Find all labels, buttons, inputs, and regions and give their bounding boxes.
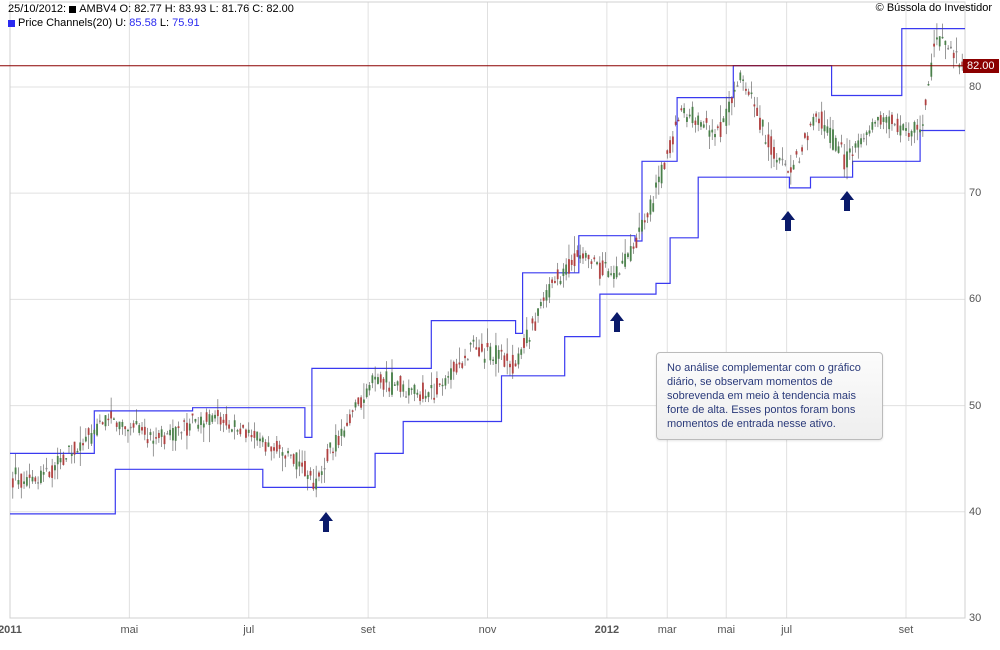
header-date: 25/10/2012: — [8, 3, 66, 15]
indicator-swatch — [8, 20, 15, 27]
indicator-lower: 75.91 — [172, 17, 200, 29]
chart-container: 25/10/2012: AMBV4 O: 82.77 H: 83.93 L: 8… — [0, 0, 1000, 650]
last-price-label: 82.00 — [963, 59, 999, 73]
ohlc-line: 25/10/2012: AMBV4 O: 82.77 H: 83.93 L: 8… — [8, 2, 992, 16]
annotation-box: No análise complementar com o gráfico di… — [656, 352, 883, 440]
last-price-line-layer — [0, 0, 1000, 650]
ohlc-open: 82.77 — [134, 3, 162, 15]
entry-arrow-icon — [781, 211, 795, 231]
entry-arrow-icon — [840, 191, 854, 211]
indicator-upper: 85.58 — [129, 17, 157, 29]
ohlc-close: 82.00 — [266, 3, 294, 15]
header-symbol: AMBV4 — [79, 3, 116, 15]
entry-arrow-icon — [610, 312, 624, 332]
indicator-name: Price Channels(20) — [18, 17, 112, 29]
indicator-line: Price Channels(20) U: 85.58 L: 75.91 — [8, 16, 992, 30]
ohlc-high: 83.93 — [179, 3, 207, 15]
chart-header: 25/10/2012: AMBV4 O: 82.77 H: 83.93 L: 8… — [0, 0, 1000, 34]
entry-arrow-icon — [319, 512, 333, 532]
symbol-swatch — [69, 6, 76, 13]
ohlc-low: 81.76 — [222, 3, 250, 15]
